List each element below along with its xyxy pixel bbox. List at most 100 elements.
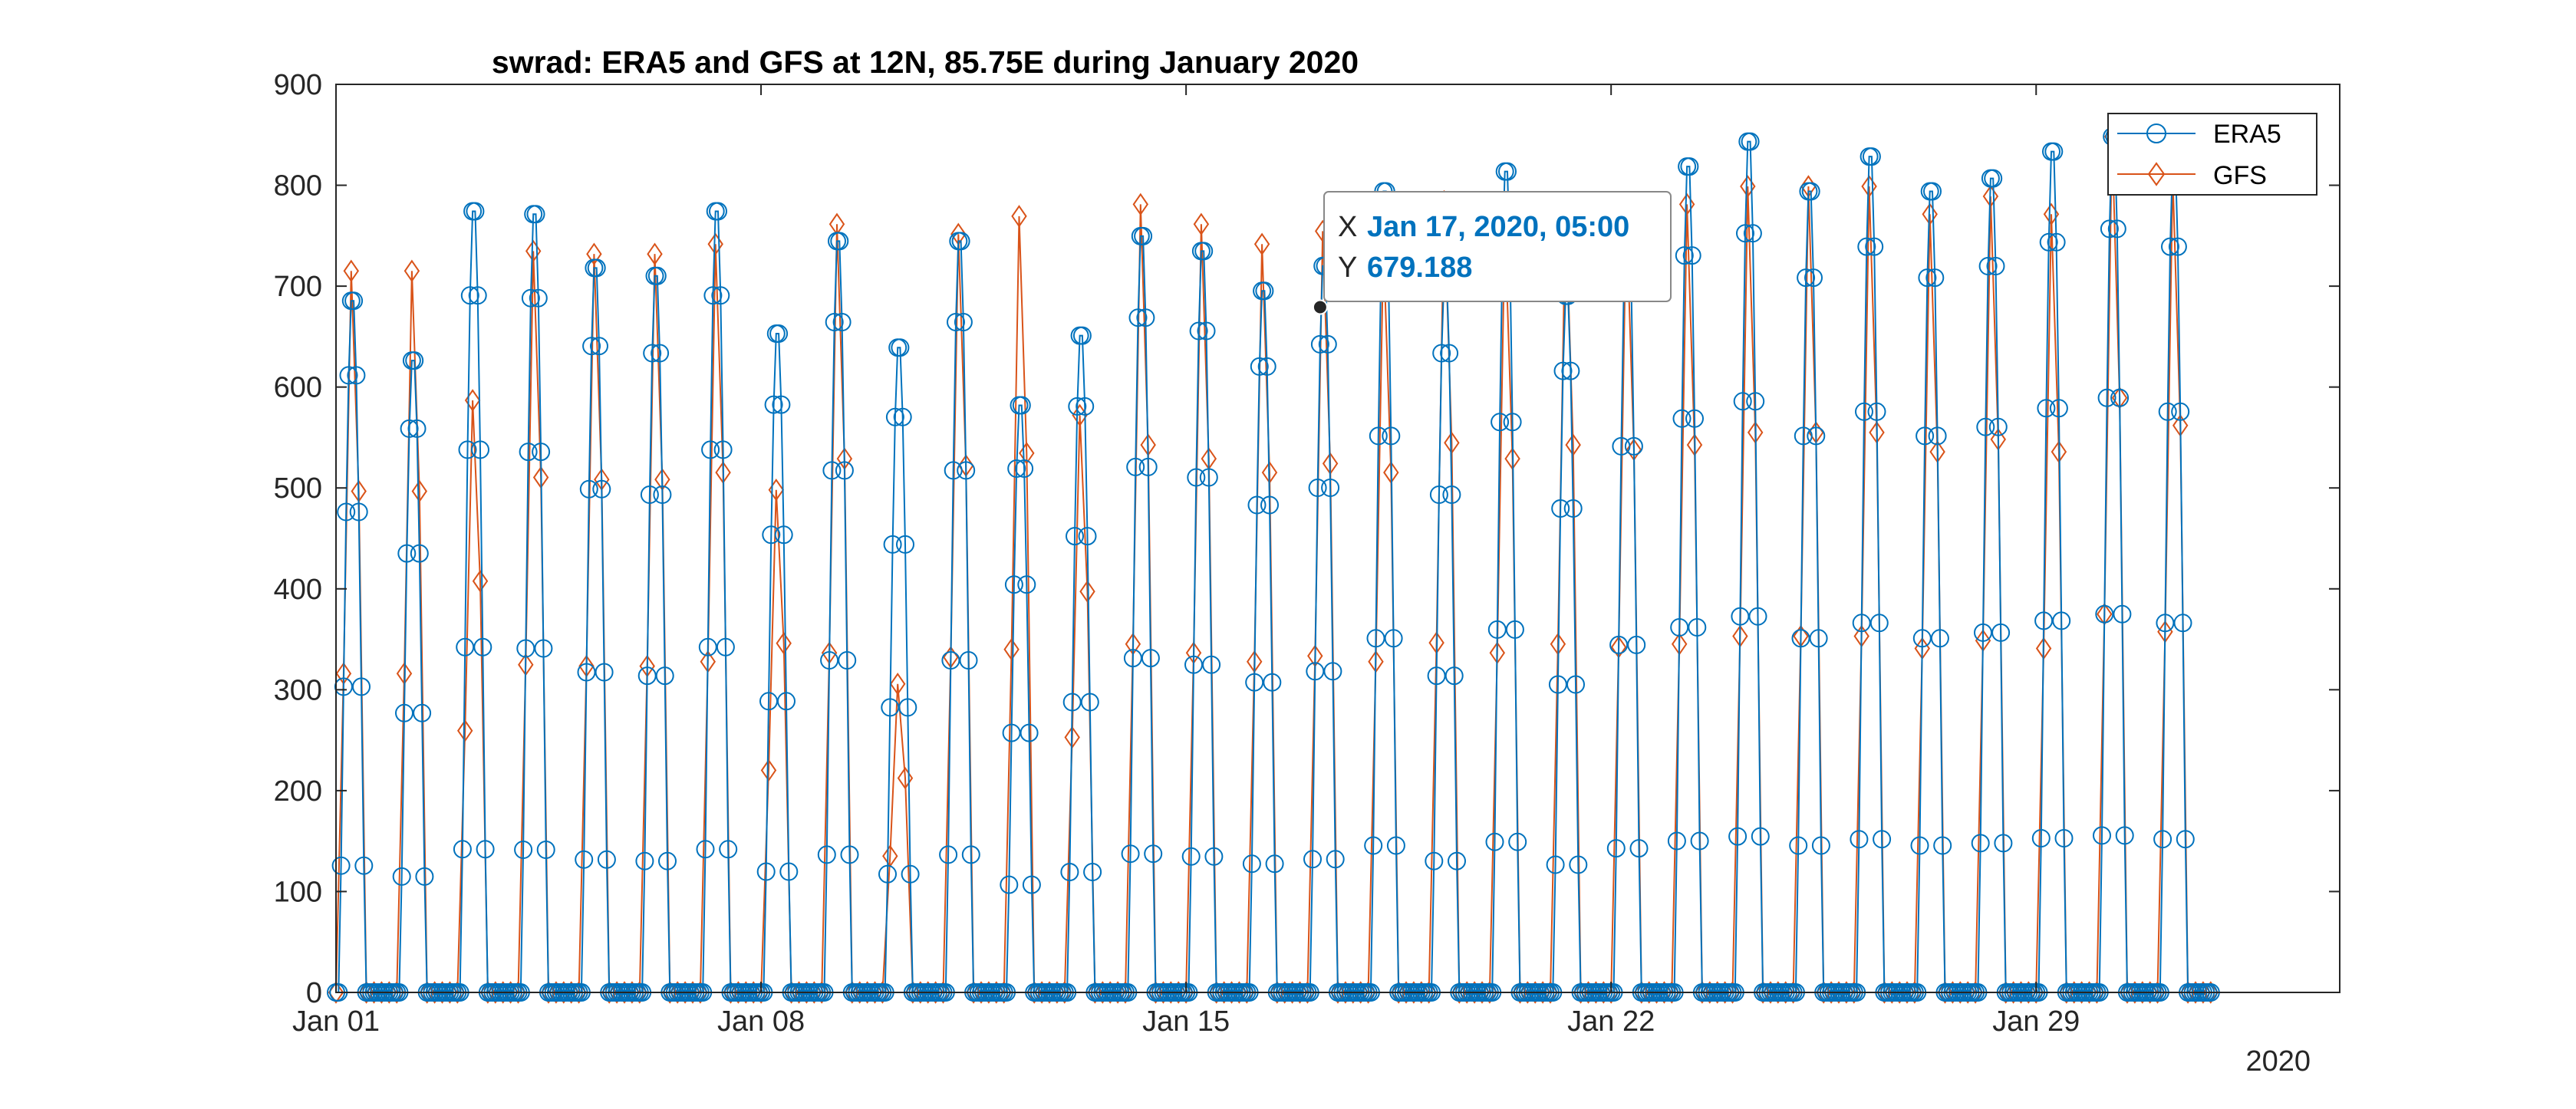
data-point-era5[interactable] [1202, 655, 1221, 674]
data-point-era5[interactable] [779, 862, 799, 881]
data-point-era5[interactable] [1933, 836, 1952, 855]
data-point-era5[interactable] [957, 461, 976, 480]
data-point-era5[interactable] [1916, 426, 1935, 446]
data-point-era5[interactable] [2100, 219, 2119, 239]
data-point-era5[interactable] [1250, 357, 1269, 376]
data-point-era5[interactable] [1199, 468, 1218, 487]
data-point-era5[interactable] [1020, 723, 1039, 742]
data-point-era5[interactable] [1068, 397, 1087, 416]
data-point-era5[interactable] [395, 703, 413, 722]
data-point-era5[interactable] [1508, 832, 1527, 851]
data-point-gfs[interactable] [343, 259, 360, 283]
data-point-era5[interactable] [1323, 662, 1342, 681]
data-point-era5[interactable] [1873, 830, 1892, 849]
data-point-gfs[interactable] [1253, 232, 1270, 256]
data-point-era5[interactable] [1326, 850, 1345, 869]
data-point-era5[interactable] [337, 502, 356, 522]
data-point-era5[interactable] [1012, 396, 1031, 415]
data-point-era5[interactable] [1741, 132, 1760, 151]
data-point-era5[interactable] [1855, 402, 1873, 421]
data-point-era5[interactable] [582, 337, 601, 356]
data-point-era5[interactable] [1991, 623, 2011, 642]
data-point-era5[interactable] [1505, 620, 1524, 639]
data-point-era5[interactable] [1318, 334, 1337, 354]
data-point-era5[interactable] [1141, 649, 1160, 668]
data-point-era5[interactable] [1984, 169, 2003, 188]
data-point-era5[interactable] [1988, 417, 2008, 436]
data-point-gfs[interactable] [1740, 175, 1756, 198]
data-point-era5[interactable] [1448, 851, 1466, 870]
data-point-era5[interactable] [2044, 142, 2064, 161]
data-point-era5[interactable] [1974, 623, 1992, 642]
data-point-era5[interactable] [1910, 836, 1929, 855]
data-point-era5[interactable] [1794, 426, 1813, 446]
data-point-era5[interactable] [658, 851, 677, 870]
data-point-era5[interactable] [1128, 308, 1148, 327]
data-point-era5[interactable] [1194, 242, 1214, 261]
data-point-era5[interactable] [456, 637, 475, 657]
data-point-era5[interactable] [1485, 832, 1504, 851]
data-point-era5[interactable] [820, 651, 839, 670]
data-point-era5[interactable] [2049, 399, 2068, 418]
data-point-era5[interactable] [592, 479, 611, 499]
data-point-era5[interactable] [2158, 402, 2177, 421]
data-point-era5[interactable] [590, 337, 608, 356]
data-point-era5[interactable] [1144, 844, 1163, 864]
data-point-gfs[interactable] [897, 766, 914, 790]
data-point-era5[interactable] [407, 419, 427, 438]
data-point-era5[interactable] [1551, 499, 1570, 518]
data-point-era5[interactable] [1080, 693, 1099, 712]
data-point-era5[interactable] [471, 440, 489, 459]
data-point-era5[interactable] [1022, 875, 1041, 894]
data-point-gfs[interactable] [889, 673, 906, 696]
data-point-era5[interactable] [1629, 839, 1649, 858]
data-point-era5[interactable] [460, 286, 479, 305]
data-point-era5[interactable] [1680, 157, 1699, 176]
data-point-era5[interactable] [1546, 855, 1565, 874]
data-point-era5[interactable] [532, 443, 551, 462]
data-point-era5[interactable] [1731, 607, 1750, 626]
data-point-era5[interactable] [1432, 344, 1451, 363]
data-point-gfs[interactable] [1003, 637, 1020, 661]
data-point-era5[interactable] [1857, 237, 1876, 256]
data-point-era5[interactable] [458, 440, 477, 459]
data-point-era5[interactable] [1609, 635, 1629, 654]
data-point-era5[interactable] [1442, 485, 1461, 504]
data-point-gfs[interactable] [1565, 433, 1581, 456]
data-point-era5[interactable] [577, 663, 596, 682]
data-point-era5[interactable] [1066, 527, 1084, 546]
data-point-gfs[interactable] [456, 719, 473, 742]
data-point-era5[interactable] [898, 698, 917, 717]
data-point-era5[interactable] [1685, 409, 1704, 428]
data-point-era5[interactable] [339, 366, 358, 385]
data-point-era5[interactable] [825, 313, 844, 331]
data-point-era5[interactable] [1912, 629, 1932, 648]
data-point-era5[interactable] [2034, 611, 2054, 630]
data-point-era5[interactable] [1852, 614, 1871, 633]
data-point-era5[interactable] [1801, 182, 1820, 201]
data-point-era5[interactable] [1364, 836, 1383, 855]
data-point-era5[interactable] [579, 479, 598, 499]
data-point-era5[interactable] [1072, 326, 1092, 345]
data-point-era5[interactable] [521, 288, 540, 308]
data-point-era5[interactable] [595, 663, 614, 682]
data-point-era5[interactable] [1553, 361, 1573, 380]
data-point-era5[interactable] [703, 286, 723, 305]
data-point-era5[interactable] [901, 864, 920, 884]
data-point-era5[interactable] [2047, 232, 2066, 252]
data-point-era5[interactable] [334, 677, 353, 696]
data-point-era5[interactable] [830, 232, 849, 251]
data-point-era5[interactable] [2039, 232, 2058, 252]
data-point-gfs[interactable] [411, 479, 428, 503]
data-point-era5[interactable] [1548, 675, 1567, 694]
data-point-era5[interactable] [1134, 226, 1153, 245]
data-point-gfs[interactable] [1079, 580, 1095, 603]
data-point-era5[interactable] [1136, 308, 1155, 327]
data-point-era5[interactable] [2171, 402, 2190, 421]
data-point-gfs[interactable] [760, 759, 777, 782]
data-point-era5[interactable] [1971, 834, 1990, 853]
data-point-era5[interactable] [1062, 693, 1082, 712]
data-point-era5[interactable] [635, 851, 654, 870]
data-point-era5[interactable] [514, 841, 533, 859]
datatip-point[interactable] [1312, 299, 1328, 315]
